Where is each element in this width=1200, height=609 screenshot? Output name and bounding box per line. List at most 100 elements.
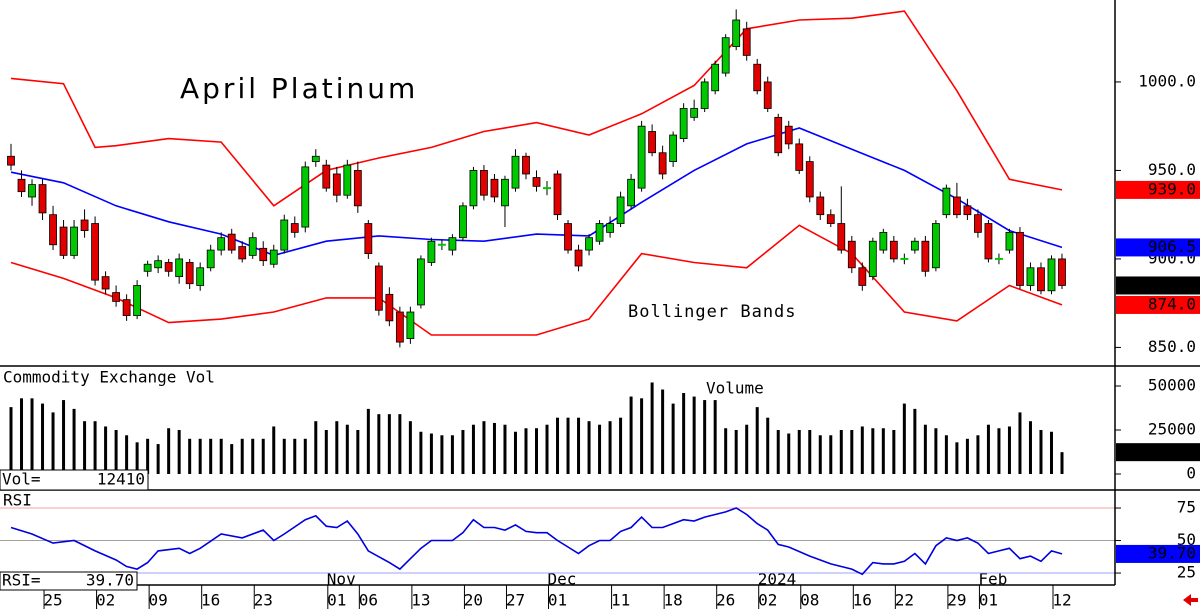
candle-body [679,108,688,139]
candle-body [753,63,762,92]
volume-bar [408,421,412,474]
x-tick-label: 12 [1052,591,1071,609]
last-value-box [1116,180,1200,199]
readout-value: 39.70 [86,571,134,590]
candle-body [206,249,215,269]
volume-bar [167,428,171,474]
volume-bar [377,414,381,474]
candle-body [395,311,404,343]
x-tick-label: 02 [758,591,777,609]
volume-bar [293,438,297,474]
volume-bar [692,396,696,474]
candle-body [133,285,142,316]
volume-bar [755,407,759,474]
x-tick-label: 25 [43,591,62,609]
volume-bar [745,424,749,474]
volume-bar [1060,452,1064,474]
volume-bar [135,442,139,474]
candle-body [459,205,467,239]
volume-bar [272,426,276,474]
candle-body [984,223,993,260]
volume-bar [629,396,633,474]
candle-body [858,267,867,286]
volume-bar [114,429,118,474]
volume-bar [881,428,885,474]
volume-bar [661,389,665,474]
x-tick-label: 16 [201,591,220,609]
volume-bar [1018,412,1022,474]
month-label: Dec [548,570,577,589]
volume-bar [198,438,202,474]
candle-body [406,311,415,339]
volume-bar [944,435,948,474]
volume-bar [492,422,496,474]
last-value-label: 906.5 [1148,237,1196,256]
volume-bar [955,442,959,474]
candle-body [1026,267,1035,286]
volume-bar [62,400,66,474]
scroll-arrow[interactable] [1183,594,1198,606]
band-line [10,10,1063,207]
candle-body [112,292,120,302]
month-label: Feb [978,570,1007,589]
volume-bar [545,424,549,474]
candle-body [795,143,804,171]
volume-bar [251,438,255,474]
volume-bar [387,414,391,474]
readout-label: Vol= [2,470,41,489]
candle-body [553,173,562,216]
volume-bar [513,431,517,474]
volume-bar [892,429,896,474]
candle-body [532,177,541,187]
x-tick-label: 20 [464,591,483,609]
candle-body [627,178,635,207]
last-value-box [1116,238,1200,257]
candle-body [290,223,299,233]
volume-bar [976,435,980,474]
candle-body [322,164,331,189]
candle-body [416,258,425,306]
candle-body [1016,231,1024,286]
volume-bar [986,424,990,474]
candle-body [522,155,530,175]
volume-bar [913,408,917,474]
candle-body [931,223,940,269]
candle-body [17,178,26,193]
candle-body [511,155,520,189]
volume-bar [598,424,602,474]
volume-bar [535,428,538,474]
volume-bar [461,429,465,474]
volume-bar [356,429,360,474]
candle-body [574,249,583,267]
volume-bar [997,428,1001,474]
y-tick-label: 850.0 [1148,337,1196,356]
volume-bar [440,435,444,474]
volume-bar [83,421,87,474]
x-tick-label: 01 [979,591,998,609]
last-value-label: 885.0 [1148,275,1196,294]
candle-body [763,81,772,109]
volume-bar [577,417,581,474]
readout-label: RSI= [2,571,41,590]
last-value-label: 12410 [1148,442,1196,461]
candle-body [164,262,173,272]
x-tick-label: 09 [149,591,168,609]
candle-body [1005,231,1014,251]
candle-body [1047,258,1056,292]
candle-body [469,170,478,207]
volume-bar [72,408,76,474]
volume-bar [713,400,717,474]
x-tick-label: 26 [716,591,735,609]
candle-body [1037,267,1045,292]
y-tick-label: 25000 [1148,419,1196,438]
candle-body [59,226,68,256]
candle-body [616,196,625,224]
x-tick-label: 02 [96,591,115,609]
volume-bar [450,435,454,474]
band-line [10,224,1063,336]
candle-body [301,166,310,228]
candle-body [364,223,373,255]
candle-body [175,258,184,278]
volume-bar [619,417,623,474]
y-tick-label: 50 [1177,530,1196,549]
